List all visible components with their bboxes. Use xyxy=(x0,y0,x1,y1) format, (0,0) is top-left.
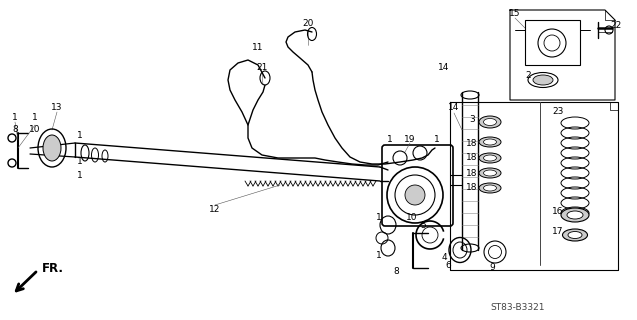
Ellipse shape xyxy=(43,135,61,161)
Text: 9: 9 xyxy=(489,262,495,271)
Ellipse shape xyxy=(533,75,553,85)
Ellipse shape xyxy=(483,155,496,161)
Text: 1: 1 xyxy=(376,213,382,222)
Bar xyxy=(525,20,580,65)
Text: 21: 21 xyxy=(256,63,268,73)
Text: 22: 22 xyxy=(610,21,622,30)
Text: 1: 1 xyxy=(376,252,382,260)
Text: FR.: FR. xyxy=(42,261,64,275)
Text: 8: 8 xyxy=(393,268,399,276)
Text: 18: 18 xyxy=(466,169,478,178)
Text: 5: 5 xyxy=(420,220,426,229)
Ellipse shape xyxy=(479,137,501,147)
Ellipse shape xyxy=(479,153,501,163)
Text: 1: 1 xyxy=(434,134,440,143)
Ellipse shape xyxy=(483,185,496,191)
Polygon shape xyxy=(510,10,615,100)
Text: 6: 6 xyxy=(445,260,451,269)
Text: 20: 20 xyxy=(303,20,313,28)
Text: 14: 14 xyxy=(448,103,460,113)
Text: 1: 1 xyxy=(387,134,393,143)
Text: 1: 1 xyxy=(77,157,83,166)
Ellipse shape xyxy=(561,208,589,222)
Text: 14: 14 xyxy=(438,63,450,73)
Text: 4: 4 xyxy=(441,253,447,262)
Text: 1: 1 xyxy=(12,114,18,123)
Ellipse shape xyxy=(483,139,496,145)
Ellipse shape xyxy=(479,168,501,178)
FancyBboxPatch shape xyxy=(382,145,453,226)
Polygon shape xyxy=(450,102,618,270)
Ellipse shape xyxy=(479,183,501,193)
Text: 8: 8 xyxy=(12,125,18,134)
Text: 17: 17 xyxy=(552,228,564,236)
Ellipse shape xyxy=(479,116,501,128)
Ellipse shape xyxy=(567,211,583,219)
Circle shape xyxy=(405,185,425,205)
Ellipse shape xyxy=(483,170,496,176)
Ellipse shape xyxy=(568,231,582,238)
Text: 16: 16 xyxy=(552,207,564,217)
Ellipse shape xyxy=(483,118,496,125)
Text: 23: 23 xyxy=(552,108,564,116)
Text: 18: 18 xyxy=(466,183,478,193)
Text: 12: 12 xyxy=(210,205,220,214)
Text: 1: 1 xyxy=(32,114,38,123)
Text: 18: 18 xyxy=(466,154,478,163)
Text: 1: 1 xyxy=(77,171,83,180)
Text: 10: 10 xyxy=(406,213,418,222)
Ellipse shape xyxy=(562,229,587,241)
Text: 15: 15 xyxy=(509,10,521,19)
Text: 1: 1 xyxy=(77,131,83,140)
Text: 13: 13 xyxy=(51,102,63,111)
Text: 18: 18 xyxy=(466,139,478,148)
Text: 3: 3 xyxy=(469,116,475,124)
Text: 2: 2 xyxy=(525,71,531,81)
Text: 19: 19 xyxy=(404,134,416,143)
Text: ST83-B3321: ST83-B3321 xyxy=(490,302,545,311)
Text: 11: 11 xyxy=(252,44,264,52)
Text: 10: 10 xyxy=(29,125,41,134)
